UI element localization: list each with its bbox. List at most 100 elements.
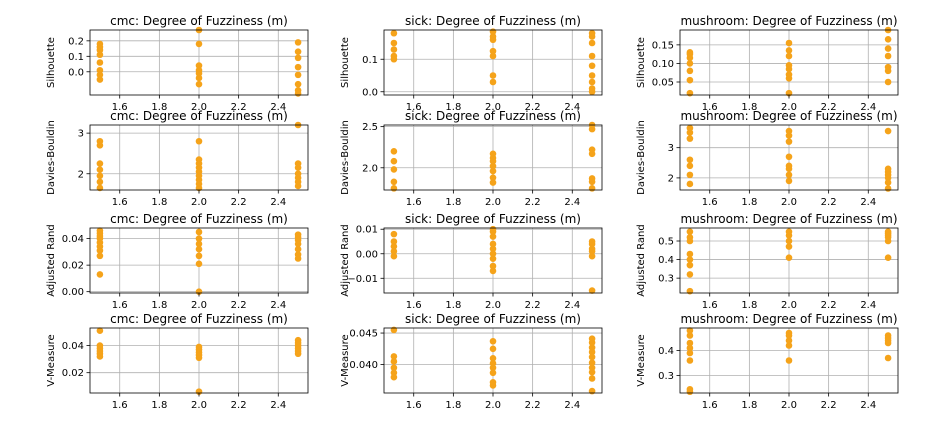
data-point <box>489 52 497 60</box>
y-tick-label: 0.04 <box>62 341 84 352</box>
x-tick-label: 2.0 <box>485 400 501 411</box>
data-point <box>489 78 497 86</box>
data-point <box>195 156 203 163</box>
x-tick-label: 2.4 <box>270 197 286 208</box>
data-point <box>489 150 497 158</box>
y-tick-label: 0.0 <box>68 67 84 78</box>
data-point <box>686 60 694 67</box>
data-point <box>588 238 596 245</box>
data-point <box>195 260 203 268</box>
data-point <box>294 54 302 62</box>
data-point <box>390 358 398 365</box>
data-point <box>686 261 694 269</box>
data-point <box>785 61 793 69</box>
y-tick-label: 0.00 <box>356 249 378 260</box>
x-tick-label: 1.8 <box>741 300 757 311</box>
data-point <box>195 252 203 260</box>
x-tick-label: 2.2 <box>231 400 247 411</box>
data-point <box>686 344 694 352</box>
subplot-11: 1.6 1.8 2.0 2.2 2.4 0.040 0.045 sick: Degree of… <box>340 312 603 411</box>
y-axis-label: Adjusted Rand <box>340 224 351 296</box>
x-tick-label: 1.8 <box>151 400 167 411</box>
data-point <box>588 72 596 79</box>
data-point <box>390 230 398 238</box>
y-tick-label: 2.0 <box>362 163 378 174</box>
y-axis-label: Davies-Bouldin <box>340 120 351 195</box>
data-point <box>489 225 497 233</box>
data-point <box>884 78 892 86</box>
subplot-7: 1.6 1.8 2.0 2.2 2.4 0.00 0.02 0.04 cmc: Degree o… <box>46 212 309 311</box>
data-point <box>96 227 104 234</box>
data-point <box>489 354 497 362</box>
x-tick-label: 2.4 <box>860 102 876 113</box>
data-point <box>195 62 203 69</box>
data-point <box>96 172 104 180</box>
data-point <box>588 344 596 351</box>
x-tick-label: 1.8 <box>741 102 757 113</box>
x-tick-label: 2.4 <box>270 400 286 411</box>
subplot-5: 1.6 1.8 2.0 2.2 2.4 2.0 2.5 sick: Degree of Fuz… <box>340 109 603 208</box>
y-axis-label: Adjusted Rand <box>46 224 57 296</box>
data-point <box>294 71 302 79</box>
data-point <box>686 250 694 258</box>
subplot-title: mushroom: Degree of Fuzziness (m) <box>680 14 897 28</box>
data-point <box>294 80 302 88</box>
data-point <box>686 67 694 75</box>
data-point <box>884 127 892 135</box>
data-point <box>489 345 497 353</box>
subplot-title: sick: Degree of Fuzziness (m) <box>405 14 581 28</box>
x-tick-label: 2.2 <box>525 102 541 113</box>
subplot-6: 1.6 1.8 2.0 2.2 2.4 2 3 mushroom: Degree of Fuz… <box>636 109 899 208</box>
data-point <box>390 238 398 245</box>
y-tick-label: 0.2 <box>68 36 84 47</box>
data-point <box>785 171 793 179</box>
data-point <box>489 179 497 186</box>
data-point <box>390 148 398 155</box>
x-tick-label: 2.4 <box>564 400 580 411</box>
data-point <box>785 342 793 349</box>
data-point <box>390 326 398 334</box>
x-tick-label: 1.8 <box>741 197 757 208</box>
y-tick-label: 0.4 <box>658 346 674 357</box>
data-point <box>294 160 302 167</box>
data-point <box>195 228 203 236</box>
subplot-8: 1.6 1.8 2.0 2.2 2.4 −0.01 0.00 0.01 sick: Degree… <box>340 212 603 311</box>
data-point <box>785 132 793 139</box>
data-point <box>195 235 203 242</box>
data-point <box>96 137 104 145</box>
x-tick-label: 1.8 <box>445 102 461 113</box>
x-tick-label: 2.4 <box>564 300 580 311</box>
y-axis-label: Silhouette <box>340 37 351 88</box>
data-point <box>785 138 793 145</box>
x-tick-label: 2.2 <box>231 197 247 208</box>
y-tick-label: 0.1 <box>68 52 84 63</box>
data-point <box>489 378 497 386</box>
x-tick-label: 1.6 <box>406 102 422 113</box>
x-tick-label: 1.6 <box>702 102 718 113</box>
data-point <box>686 349 694 357</box>
data-point <box>195 240 203 248</box>
subplot-title: sick: Degree of Fuzziness (m) <box>405 312 581 326</box>
data-point <box>489 262 497 270</box>
x-tick-label: 1.8 <box>741 400 757 411</box>
x-tick-label: 2.4 <box>564 102 580 113</box>
data-point <box>390 166 398 173</box>
data-point <box>390 353 398 360</box>
x-tick-label: 1.6 <box>702 197 718 208</box>
data-point <box>884 35 892 43</box>
y-axis-label: Silhouette <box>636 37 647 88</box>
x-tick-label: 2.0 <box>781 197 797 208</box>
x-tick-label: 1.6 <box>112 197 128 208</box>
data-point <box>96 40 104 48</box>
y-tick-label: 0.02 <box>62 368 84 379</box>
y-tick-label: 0.045 <box>349 329 378 340</box>
data-point <box>390 185 398 192</box>
x-tick-label: 1.6 <box>112 400 128 411</box>
x-tick-label: 2.2 <box>525 197 541 208</box>
data-point <box>489 72 497 79</box>
subplot-title: mushroom: Degree of Fuzziness (m) <box>680 212 897 226</box>
data-point <box>390 243 398 250</box>
subplot-10: 1.6 1.8 2.0 2.2 2.4 0.02 0.04 cmc: Degree of Fu… <box>46 312 309 411</box>
y-tick-label: 2 <box>668 173 674 184</box>
data-point <box>294 231 302 238</box>
